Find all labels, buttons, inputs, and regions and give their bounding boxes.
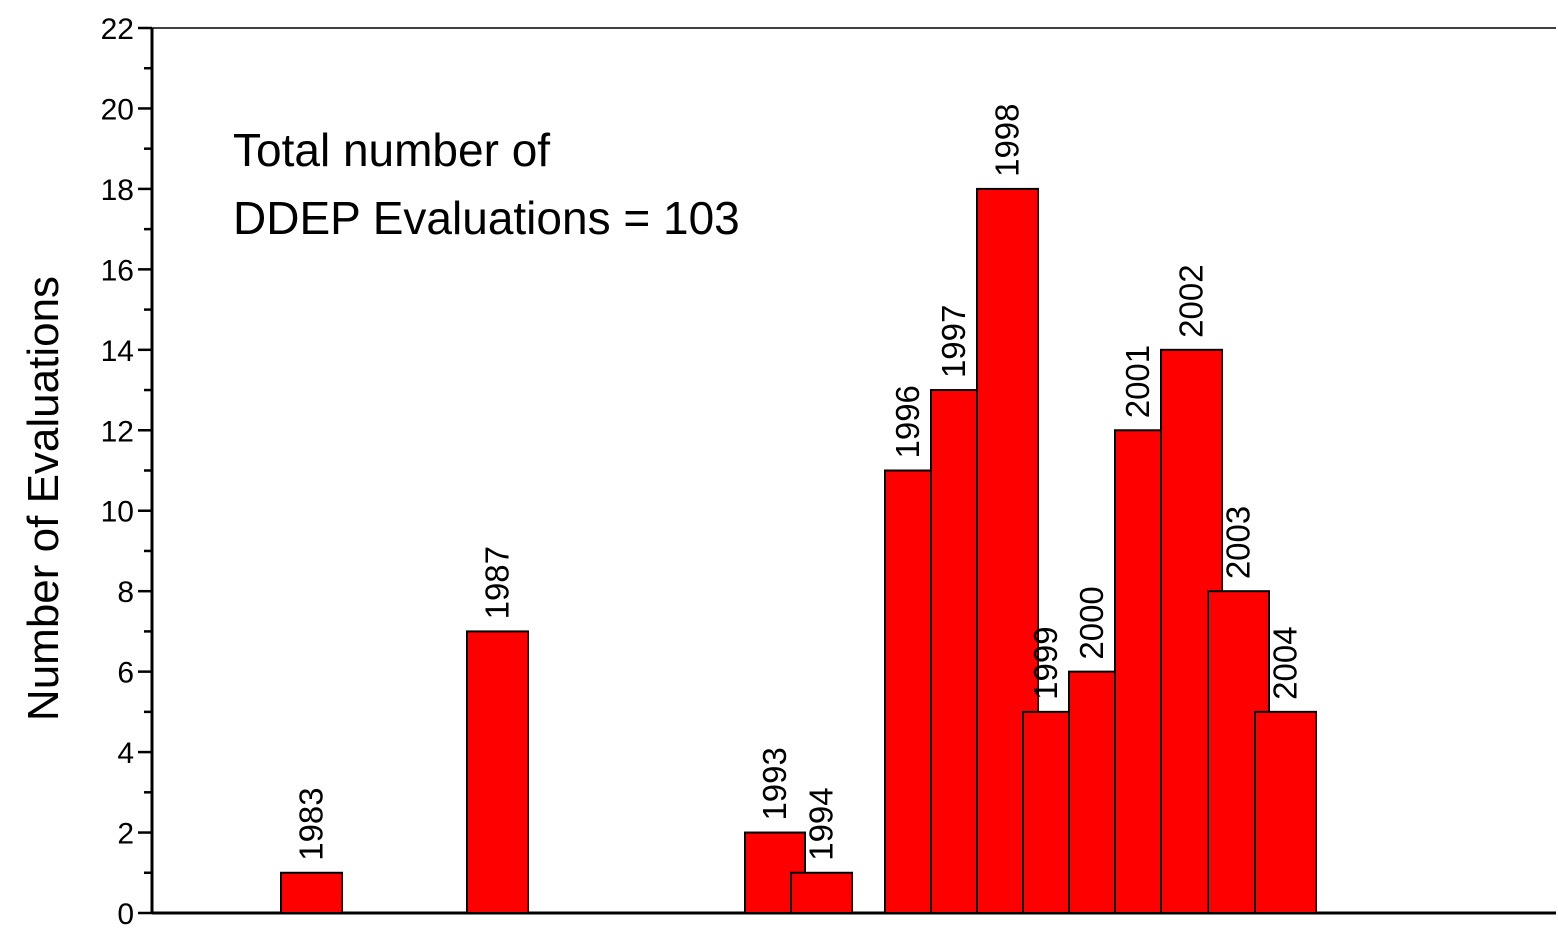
y-axis-title: Number of Evaluations	[19, 276, 68, 721]
bar-label-2004: 2004	[1267, 626, 1304, 699]
y-tick-label: 12	[101, 415, 134, 448]
y-tick-label: 4	[117, 737, 134, 770]
y-tick-label: 16	[101, 254, 134, 287]
y-tick-label: 20	[101, 93, 134, 126]
bar-1983	[280, 871, 343, 914]
bar-1997	[930, 389, 978, 914]
y-tick-label: 18	[101, 174, 134, 207]
bar-2004	[1254, 710, 1317, 915]
y-tick-label: 22	[101, 13, 134, 46]
y-tick-label: 0	[117, 898, 134, 928]
bar-1987	[466, 630, 529, 915]
y-tick-label: 2	[117, 818, 134, 851]
bar-label-2003: 2003	[1220, 506, 1257, 579]
bar-label-1987: 1987	[479, 546, 516, 619]
bar-2001	[1114, 429, 1162, 914]
annotation-line-1: Total number of	[233, 124, 550, 176]
bar-label-1999: 1999	[1027, 626, 1064, 699]
bar-2000	[1068, 670, 1116, 914]
y-tick-label: 14	[101, 335, 134, 368]
bars-group	[280, 187, 1317, 915]
bar-label-1993: 1993	[756, 747, 793, 820]
bar-label-1996: 1996	[889, 385, 926, 458]
bar-label-1998: 1998	[989, 103, 1026, 176]
y-axis: 0 2 4 6 8 10 12 14 16 18 20 22	[101, 13, 152, 928]
y-tick-label: 6	[117, 657, 134, 690]
bar-label-1994: 1994	[803, 787, 840, 860]
bar-label-1983: 1983	[293, 787, 330, 860]
bar-label-2001: 2001	[1119, 345, 1156, 418]
bar-label-2002: 2002	[1173, 264, 1210, 337]
y-tick-label: 8	[117, 576, 134, 609]
annotation-line-2: DDEP Evaluations = 103	[233, 192, 740, 244]
bar-label-1997: 1997	[935, 305, 972, 378]
y-tick-label: 10	[101, 496, 134, 529]
bar-1994	[790, 871, 853, 914]
bar-label-2000: 2000	[1073, 586, 1110, 659]
bar-1999	[1022, 710, 1070, 915]
bar-1996	[884, 469, 932, 914]
